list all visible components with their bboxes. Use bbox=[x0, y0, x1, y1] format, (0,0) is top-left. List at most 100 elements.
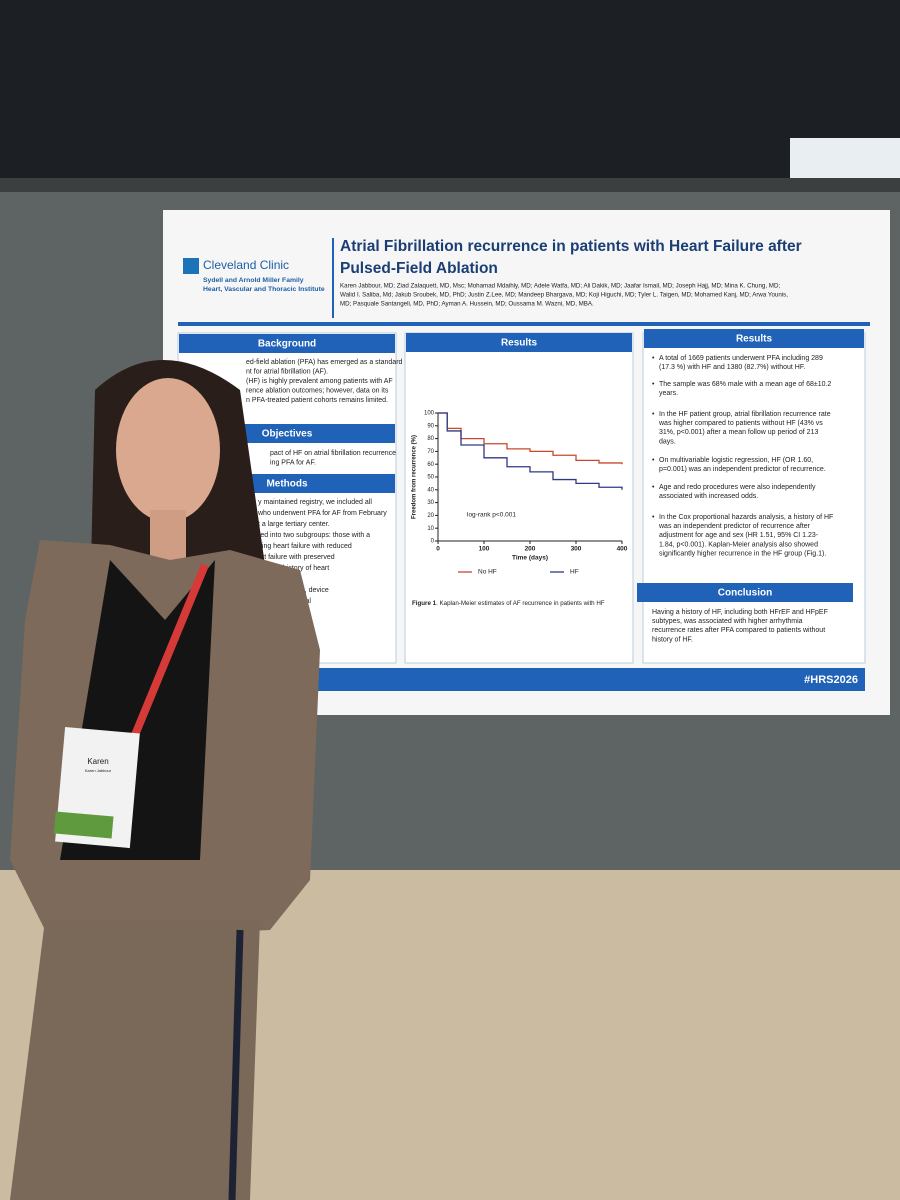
person: Karen Karen Jabbour bbox=[10, 360, 320, 1200]
conclusion-text: Having a history of HF, including both H… bbox=[652, 609, 828, 616]
x-tick-label: 100 bbox=[479, 546, 490, 553]
caption-label: Figure 1 bbox=[412, 600, 437, 607]
results-text: years. bbox=[659, 390, 678, 397]
background-text: rence ablation outcomes; however, data o… bbox=[246, 387, 389, 394]
section-header: Methods bbox=[266, 479, 308, 490]
neck bbox=[150, 510, 186, 560]
column-middle bbox=[404, 332, 634, 664]
results-text: The sample was 68% male with a mean age … bbox=[659, 381, 831, 388]
figure-caption: Figure 1. Kaplan-Meier estimates of AF r… bbox=[412, 600, 605, 607]
methods-text: ding heart failure with reduced bbox=[258, 543, 352, 550]
methods-text: t a large tertiary center. bbox=[258, 521, 330, 528]
y-tick-label: 0 bbox=[431, 539, 435, 545]
section-header: Background bbox=[258, 339, 316, 350]
background-text: nt for atrial fibrillation (AF). bbox=[246, 368, 328, 375]
badge-name: Karen bbox=[87, 757, 108, 766]
trousers bbox=[10, 920, 260, 1200]
results-text: On multivariable logistic regression, HF… bbox=[659, 457, 813, 464]
results-text: was an independent predictor of recurren… bbox=[658, 523, 811, 530]
legend-label: No HF bbox=[478, 569, 497, 576]
face bbox=[116, 378, 220, 522]
column-right bbox=[642, 332, 866, 664]
logo-subtitle: Sydell and Arnold Miller Family bbox=[203, 277, 304, 284]
methods-text: red into two subgroups: those with a bbox=[258, 532, 370, 539]
results-text: 1.84, p<0.001). Kaplan-Meier analysis al… bbox=[659, 541, 818, 548]
caption-text: . Kaplan-Meier estimates of AF recurrenc… bbox=[436, 600, 605, 607]
y-tick-label: 40 bbox=[427, 487, 434, 493]
y-tick-label: 60 bbox=[427, 462, 434, 468]
results-text: was higher compared to patients without … bbox=[658, 420, 823, 427]
panel-top bbox=[0, 178, 900, 192]
results-text: In the HF patient group, atrial fibrilla… bbox=[659, 411, 831, 418]
y-tick-label: 20 bbox=[427, 513, 434, 519]
km-curve bbox=[438, 412, 623, 490]
section-header: Objectives bbox=[262, 429, 313, 440]
section-header-bar bbox=[637, 583, 853, 602]
poster-title: Pulsed-Field Ablation bbox=[340, 260, 498, 277]
methods-text: art failure with preserved bbox=[258, 554, 335, 561]
poster-title: Atrial Fibrillation recurrence in patien… bbox=[340, 238, 802, 255]
y-tick-label: 100 bbox=[424, 411, 435, 417]
results-text: p=0.001) was an independent predictor of… bbox=[659, 466, 826, 473]
results-text: (17.3 %) with HF and 1380 (82.7%) withou… bbox=[659, 364, 805, 371]
y-tick-label: 10 bbox=[427, 526, 434, 532]
annotation: log-rank p<0.001 bbox=[467, 512, 516, 519]
objectives-text: ing PFA for AF. bbox=[270, 459, 316, 466]
x-axis-label: Time (days) bbox=[512, 555, 548, 562]
ceiling bbox=[0, 0, 900, 190]
background-text: (HF) is highly prevalent among patients … bbox=[246, 378, 393, 385]
bullet: • bbox=[652, 411, 655, 418]
hashtag: #HRS2026 bbox=[804, 674, 858, 686]
bullet: • bbox=[652, 457, 655, 464]
logo-name: Cleveland Clinic bbox=[203, 258, 289, 272]
bullet: • bbox=[652, 484, 655, 491]
authors: Walid I. Saliba, Md; Jakub Sroubek, MD, … bbox=[340, 292, 788, 299]
section-header-bar bbox=[179, 334, 395, 353]
results-text: associated with increased odds. bbox=[659, 493, 758, 500]
x-tick-label: 0 bbox=[436, 546, 440, 553]
methods-text: y maintained registry, we included all bbox=[258, 499, 372, 506]
bullet: • bbox=[652, 514, 655, 521]
results-text: A total of 1669 patients underwent PFA i… bbox=[659, 355, 823, 362]
legend-label: HF bbox=[570, 569, 579, 576]
authors: Karen Jabbour, MD; Ziad Zalaquett, MD, M… bbox=[340, 283, 780, 290]
badge-fullname: Karen Jabbour bbox=[85, 768, 112, 773]
bullet: • bbox=[652, 381, 655, 388]
footer-bar bbox=[308, 668, 865, 691]
results-text: In the Cox proportional hazards analysis… bbox=[659, 514, 833, 521]
conclusion-text: history of HF. bbox=[652, 636, 693, 643]
results-text: adjustment for age and sex (HR 1.51, 95%… bbox=[659, 532, 819, 539]
conclusion-text: recurrence rates after PFA compared to p… bbox=[652, 627, 825, 634]
bullet: • bbox=[652, 355, 655, 362]
x-tick-label: 200 bbox=[525, 546, 536, 553]
y-tick-label: 90 bbox=[427, 423, 434, 429]
logo-subtitle: Heart, Vascular and Thoracic Institute bbox=[203, 286, 325, 293]
logo-mark bbox=[183, 258, 199, 274]
results-text: days. bbox=[659, 438, 676, 445]
section-header: Results bbox=[501, 338, 538, 349]
y-axis-label: Freedom from recurrence (%) bbox=[412, 435, 418, 519]
km-curve bbox=[438, 412, 623, 465]
y-tick-label: 70 bbox=[427, 449, 434, 455]
lanyard bbox=[131, 563, 209, 737]
y-tick-label: 80 bbox=[427, 436, 434, 442]
trouser-stripe bbox=[228, 929, 244, 1200]
results-text: 31%, p<0.001) after a mean follow up per… bbox=[659, 429, 818, 436]
sign bbox=[790, 138, 900, 178]
objectives-text: pact of HF on atrial fibrillation recurr… bbox=[270, 450, 396, 457]
results-text: significantly higher recurrence in the H… bbox=[659, 551, 826, 558]
section-header: Conclusion bbox=[718, 588, 772, 599]
badge-stripe bbox=[53, 811, 114, 839]
section-header: Results bbox=[736, 334, 773, 345]
section-header-bar bbox=[644, 329, 864, 348]
authors: MD; Pasquale Santangeli, MD, PhD; Ayman … bbox=[340, 301, 594, 308]
conclusion-text: subtypes, was associated with higher arr… bbox=[652, 618, 803, 625]
x-tick-label: 400 bbox=[617, 546, 628, 553]
background-text: n PFA-treated patient cohorts remains li… bbox=[246, 397, 388, 404]
section-header-bar bbox=[406, 333, 632, 352]
results-text: Age and redo procedures were also indepe… bbox=[659, 484, 816, 491]
background-text: ed-field ablation (PFA) has emerged as a… bbox=[246, 359, 403, 366]
y-tick-label: 50 bbox=[427, 475, 434, 481]
divider bbox=[178, 322, 870, 326]
